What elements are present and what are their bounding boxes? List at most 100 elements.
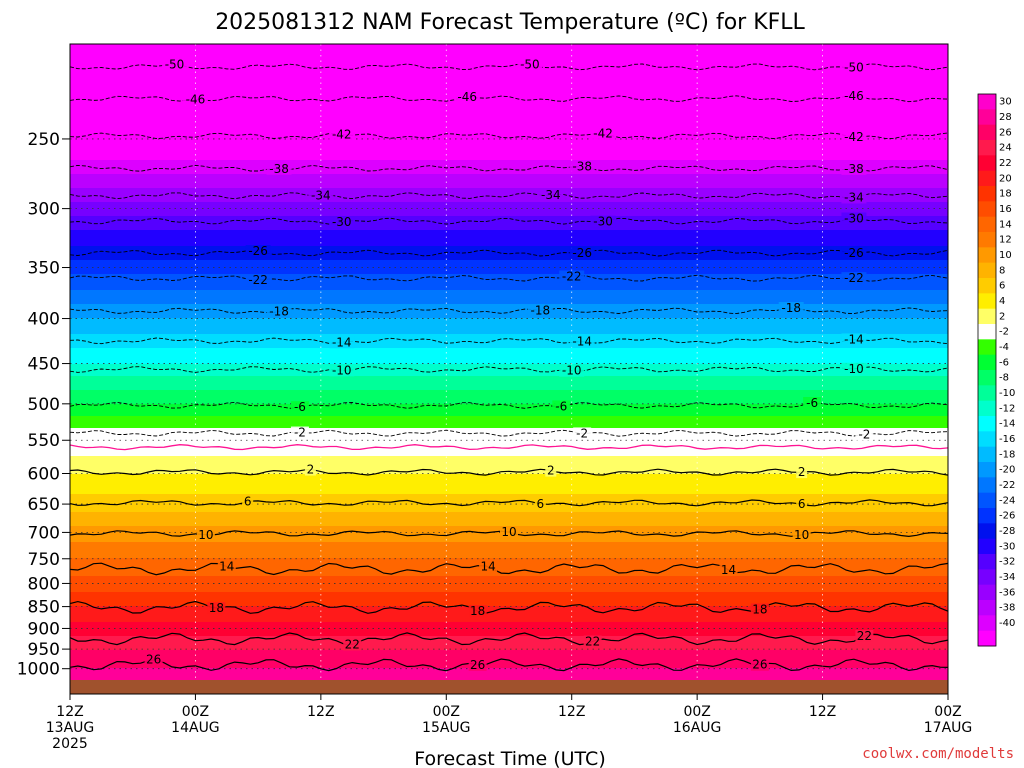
colorbar-label: 6 (999, 281, 1005, 292)
temperature-band (70, 444, 948, 447)
contour-label-bg (196, 528, 215, 541)
contour-label: -6 (806, 396, 818, 410)
contour-label: -26 (844, 246, 864, 260)
colorbar-label: -36 (999, 587, 1015, 598)
contour-label: 14 (480, 560, 495, 574)
temperature-band (70, 564, 948, 567)
temperature-band (70, 176, 948, 179)
contour-label-bg (479, 560, 498, 573)
contour-label-bg (329, 364, 355, 377)
contour-label-bg (719, 563, 738, 576)
colorbar-swatch (978, 630, 996, 647)
contour-label-bg (841, 61, 867, 74)
contour-label-bg (245, 274, 271, 287)
temperature-band (70, 146, 948, 149)
temperature-band (70, 340, 948, 343)
temperature-band (70, 616, 948, 619)
contour-label-bg (182, 93, 208, 106)
temperature-band (70, 118, 948, 121)
temperature-band (70, 244, 948, 247)
temperature-band (70, 482, 948, 485)
colorbar-swatch (978, 584, 996, 601)
colorbar-swatch (978, 446, 996, 463)
temperature-band (70, 434, 948, 437)
contour-label-bg (792, 528, 811, 541)
x-tick-label: 00Z (433, 704, 460, 720)
temperature-band (70, 548, 948, 551)
temperature-band (70, 594, 948, 597)
temperature-band (70, 106, 948, 109)
temperature-band (70, 70, 948, 73)
colorbar-swatch (978, 477, 996, 494)
contour-label: -22 (844, 271, 864, 285)
temperature-band (70, 428, 948, 431)
contour-label-bg (245, 245, 271, 258)
contour-label-bg (841, 246, 867, 259)
colorbar-swatch (978, 400, 996, 417)
temperature-band (70, 246, 948, 249)
temperature-band (70, 88, 948, 91)
contour-label-bg (796, 466, 808, 479)
temperature-band (70, 438, 948, 441)
temperature-band (70, 100, 948, 103)
temperature-band (70, 604, 948, 607)
temperature-band (70, 116, 948, 119)
isotherm--38 (69, 164, 949, 172)
temperature-band (70, 52, 948, 55)
temperature-band (70, 668, 948, 671)
contour-label-bg (583, 635, 602, 648)
temperature-band (70, 264, 948, 267)
temperature-band (70, 276, 948, 279)
temperature-band (70, 510, 948, 513)
y-tick-label: 350 (28, 259, 60, 279)
temperature-band (70, 366, 948, 369)
temperature-band (70, 262, 948, 265)
colorbar-label: -26 (999, 511, 1015, 522)
temperature-band (70, 590, 948, 593)
temperature-band (70, 142, 948, 145)
temperature-band (70, 364, 948, 367)
temperature-band (70, 104, 948, 107)
temperature-band (70, 670, 948, 673)
colorbar-label: 16 (999, 204, 1012, 215)
isotherm-22 (69, 632, 949, 646)
temperature-band (70, 266, 948, 269)
temperature-band (70, 64, 948, 67)
colorbar-label: -12 (999, 403, 1015, 414)
contour-label-bg (468, 605, 487, 618)
temperature-band (70, 592, 948, 595)
contour-label-bg (590, 215, 616, 228)
temperature-band (70, 538, 948, 541)
contour-label-bg (290, 426, 309, 439)
temperature-band (70, 584, 948, 587)
temperature-band (70, 676, 948, 679)
colorbar-label: -8 (999, 373, 1009, 384)
colorbar-label: -2 (999, 327, 1009, 338)
temperature-band (70, 582, 948, 585)
contour-label-bg (559, 270, 585, 283)
contour-label: -2 (576, 426, 588, 440)
contour-label-bg (573, 427, 592, 440)
temperature-band (70, 94, 948, 97)
temperature-band (70, 580, 948, 583)
temperature-band (70, 464, 948, 467)
temperature-band (70, 218, 948, 221)
contour-label: -6 (555, 399, 567, 413)
temperature-band (70, 342, 948, 345)
contour-label: -14 (332, 335, 352, 349)
isotherm-26 (69, 658, 949, 672)
colorbar-swatch (978, 370, 996, 386)
temperature-band (70, 272, 948, 275)
temperature-band (70, 318, 948, 321)
temperature-band (70, 222, 948, 225)
x-tick-label: 00Z (182, 704, 209, 720)
temperature-band (70, 678, 948, 681)
temperature-band (70, 330, 948, 333)
temperature-band (70, 212, 948, 215)
temperature-band (70, 270, 948, 273)
colorbar-swatch (978, 431, 996, 448)
temperature-band (70, 662, 948, 665)
temperature-band (70, 84, 948, 87)
temperature-band (70, 254, 948, 257)
colorbar-label: 18 (999, 189, 1012, 200)
